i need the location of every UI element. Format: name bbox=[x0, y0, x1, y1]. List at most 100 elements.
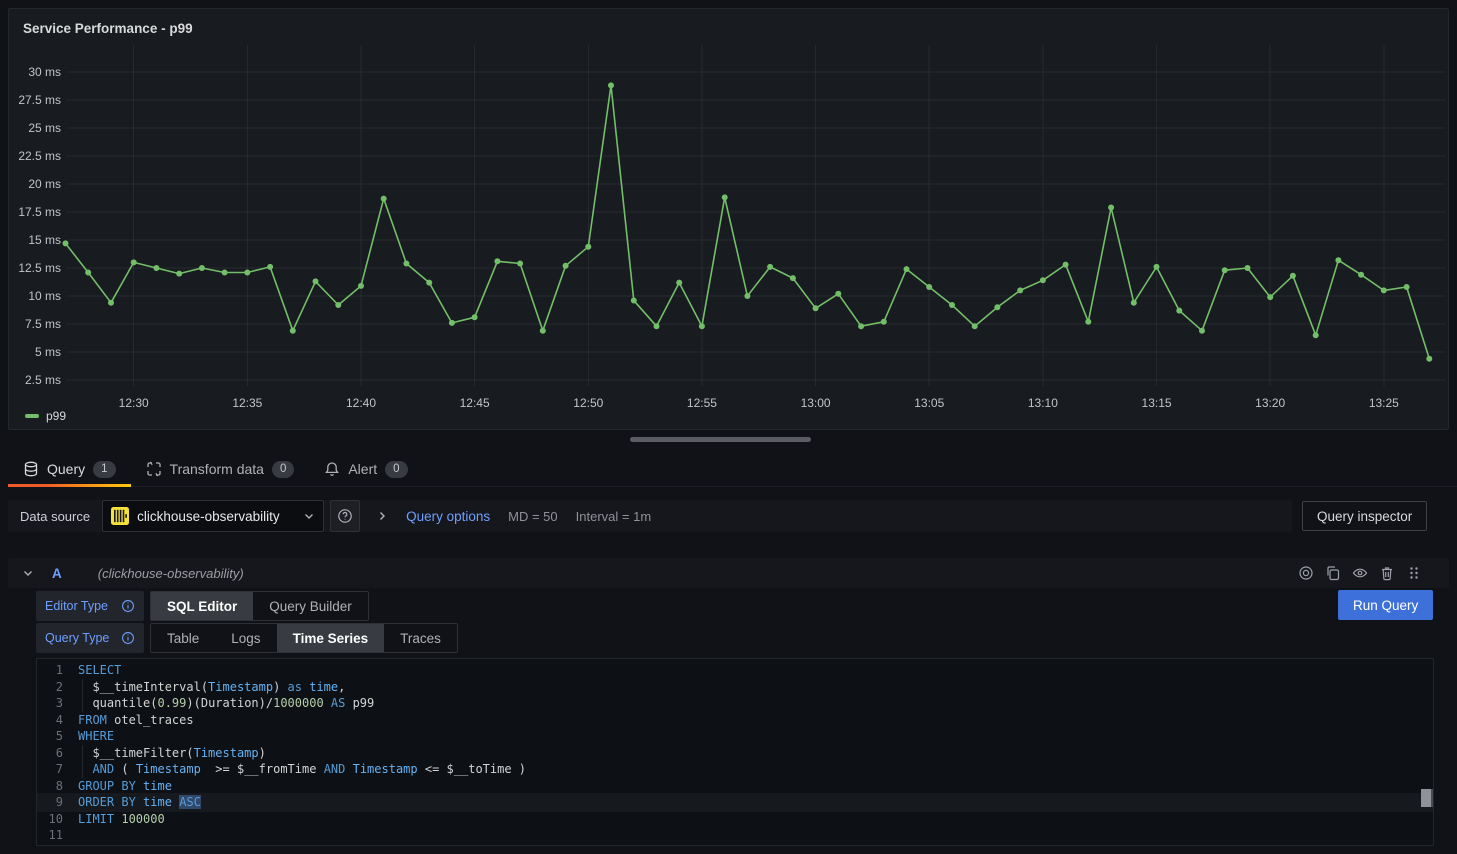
query-type-segment: Table Logs Time Series Traces bbox=[150, 623, 458, 653]
query-options-section: Query options MD = 50 Interval = 1m bbox=[376, 509, 651, 524]
svg-text:12:55: 12:55 bbox=[687, 396, 717, 410]
line-number: 8 bbox=[37, 778, 63, 795]
legend-series-label: p99 bbox=[46, 409, 66, 423]
question-circle-icon bbox=[337, 508, 353, 524]
info-icon[interactable] bbox=[121, 631, 135, 645]
query-type-table[interactable]: Table bbox=[151, 624, 215, 652]
svg-text:2.5 ms: 2.5 ms bbox=[25, 373, 61, 387]
datasource-picker[interactable]: clickhouse-observability bbox=[102, 500, 324, 532]
code-line[interactable]: 10LIMIT 100000 bbox=[37, 811, 1433, 828]
tab-alert-label: Alert bbox=[348, 461, 377, 477]
svg-text:12:35: 12:35 bbox=[232, 396, 262, 410]
duplicate-query-icon[interactable] bbox=[1325, 565, 1341, 581]
code-line[interactable]: 2 $__timeInterval(Timestamp) as time, bbox=[37, 679, 1433, 696]
query-inspector-button[interactable]: Query inspector bbox=[1302, 501, 1427, 531]
datasource-name: clickhouse-observability bbox=[137, 509, 295, 524]
line-number: 11 bbox=[37, 827, 63, 844]
svg-text:15 ms: 15 ms bbox=[28, 233, 61, 247]
code-line[interactable]: 4FROM otel_traces bbox=[37, 712, 1433, 729]
svg-text:13:15: 13:15 bbox=[1142, 396, 1172, 410]
tab-transform-data[interactable]: Transform data 0 bbox=[131, 452, 310, 486]
chevron-right-icon[interactable] bbox=[376, 510, 388, 522]
disable-query-icon[interactable] bbox=[1298, 565, 1314, 581]
indent-guide bbox=[82, 745, 83, 762]
line-number: 1 bbox=[37, 662, 63, 679]
line-number: 5 bbox=[37, 728, 63, 745]
editor-mode-sql-editor[interactable]: SQL Editor bbox=[151, 592, 253, 620]
svg-text:13:00: 13:00 bbox=[801, 396, 831, 410]
query-type-time-series[interactable]: Time Series bbox=[277, 624, 385, 652]
panel-title[interactable]: Service Performance - p99 bbox=[23, 21, 193, 36]
code-line[interactable]: 5WHERE bbox=[37, 728, 1433, 745]
bell-icon bbox=[324, 461, 340, 477]
drag-handle-icon[interactable] bbox=[1406, 565, 1422, 581]
chart-gridlines bbox=[66, 45, 1446, 386]
transform-icon bbox=[146, 461, 162, 477]
indent-guide bbox=[82, 695, 83, 712]
timeseries-chart[interactable]: 30 ms27.5 ms25 ms22.5 ms20 ms17.5 ms15 m… bbox=[9, 9, 1450, 431]
tab-alert[interactable]: Alert 0 bbox=[309, 452, 422, 486]
datasource-label: Data source bbox=[8, 509, 102, 524]
code-line[interactable]: 8GROUP BY time bbox=[37, 778, 1433, 795]
svg-text:13:05: 13:05 bbox=[914, 396, 944, 410]
tab-query-count: 1 bbox=[93, 461, 115, 478]
tab-query[interactable]: Query 1 bbox=[8, 452, 131, 486]
line-number: 9 bbox=[37, 794, 63, 811]
code-line[interactable]: 6 $__timeFilter(Timestamp) bbox=[37, 745, 1433, 762]
query-type-field-label: Query Type bbox=[36, 623, 144, 653]
svg-text:5 ms: 5 ms bbox=[35, 345, 61, 359]
info-icon[interactable] bbox=[121, 599, 135, 613]
delete-query-trash-icon[interactable] bbox=[1379, 565, 1395, 581]
sql-code-editor[interactable]: 1SELECT2 $__timeInterval(Timestamp) as t… bbox=[36, 658, 1434, 846]
query-type-logs[interactable]: Logs bbox=[215, 624, 276, 652]
editor-mode-query-builder[interactable]: Query Builder bbox=[253, 592, 368, 620]
panel-horizontal-scrollbar[interactable] bbox=[630, 437, 811, 442]
legend-item-p99[interactable]: p99 bbox=[25, 409, 66, 423]
legend-series-swatch bbox=[25, 414, 39, 418]
code-lines: 1SELECT2 $__timeInterval(Timestamp) as t… bbox=[37, 662, 1433, 844]
query-ref-label[interactable]: A bbox=[52, 566, 62, 581]
svg-text:22.5 ms: 22.5 ms bbox=[18, 149, 61, 163]
svg-text:20 ms: 20 ms bbox=[28, 177, 61, 191]
query-row-actions bbox=[1298, 565, 1422, 581]
code-line[interactable]: 9ORDER BY time ASC bbox=[37, 794, 1433, 811]
run-query-button[interactable]: Run Query bbox=[1338, 590, 1433, 620]
hide-response-eye-icon[interactable] bbox=[1352, 565, 1368, 581]
collapse-chevron-icon[interactable] bbox=[22, 567, 34, 579]
svg-text:12:40: 12:40 bbox=[346, 396, 376, 410]
datasource-help-button[interactable] bbox=[330, 500, 360, 532]
database-icon bbox=[23, 461, 39, 477]
clickhouse-icon bbox=[111, 507, 129, 525]
line-number: 2 bbox=[37, 679, 63, 696]
editor-type-row: Editor Type SQL Editor Query Builder bbox=[36, 591, 369, 621]
svg-text:13:10: 13:10 bbox=[1028, 396, 1058, 410]
line-number: 4 bbox=[37, 712, 63, 729]
tab-alert-count: 0 bbox=[385, 461, 407, 478]
editor-scroll-marker[interactable] bbox=[1421, 789, 1434, 807]
svg-text:30 ms: 30 ms bbox=[28, 65, 61, 79]
svg-text:12:30: 12:30 bbox=[119, 396, 149, 410]
query-type-row: Query Type Table Logs Time Series Traces bbox=[36, 623, 458, 653]
datasource-row: Data source clickhouse-observability Que… bbox=[8, 500, 1292, 532]
chevron-down-icon bbox=[303, 510, 315, 522]
indent-guide bbox=[82, 761, 83, 778]
interval-stat: Interval = 1m bbox=[576, 509, 652, 524]
query-options-link[interactable]: Query options bbox=[406, 509, 490, 524]
svg-text:7.5 ms: 7.5 ms bbox=[25, 317, 61, 331]
code-line[interactable]: 1SELECT bbox=[37, 662, 1433, 679]
tab-transform-count: 0 bbox=[272, 461, 294, 478]
svg-text:12:50: 12:50 bbox=[573, 396, 603, 410]
line-number: 7 bbox=[37, 761, 63, 778]
max-data-points-stat: MD = 50 bbox=[508, 509, 558, 524]
p99-series-points bbox=[63, 82, 1433, 361]
grafana-edit-panel-page: 30 ms 27.5 ms 2 5 ms 22.5 ms 20 ms 1 7.5 ms 15 m… bbox=[0, 0, 1457, 854]
code-line[interactable]: 3 quantile(0.99)(Duration)/1000000 AS p9… bbox=[37, 695, 1433, 712]
code-line[interactable]: 7 AND ( Timestamp >= $__fromTime AND Tim… bbox=[37, 761, 1433, 778]
svg-text:27.5 ms: 27.5 ms bbox=[18, 93, 61, 107]
query-row-header[interactable]: A (clickhouse-observability) bbox=[8, 558, 1449, 588]
timeseries-panel: 30 ms27.5 ms25 ms22.5 ms20 ms17.5 ms15 m… bbox=[8, 8, 1449, 430]
tab-query-label: Query bbox=[47, 461, 85, 477]
code-line[interactable]: 11 bbox=[37, 827, 1433, 844]
line-number: 10 bbox=[37, 811, 63, 828]
query-type-traces[interactable]: Traces bbox=[384, 624, 457, 652]
